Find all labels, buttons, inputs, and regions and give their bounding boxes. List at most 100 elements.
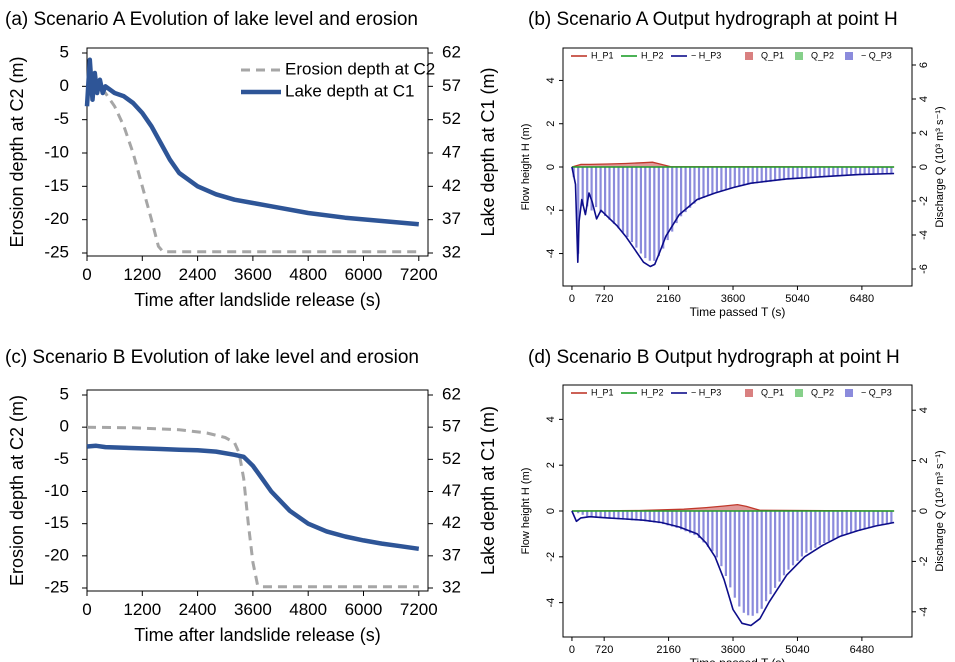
q-p3-bar [724,511,727,576]
q-p3-bar [621,167,625,233]
x-tick-label: 0 [569,644,575,656]
q-p3-bar [586,167,589,207]
y-tick-label-right: -4 [918,230,930,240]
q-p3-bar [841,167,844,176]
q-p3-bar [581,167,584,207]
q-p3-bar [621,511,625,520]
q-p3-bar [818,167,821,177]
y-tick-label-right: 4 [918,96,930,102]
x-tick-label: 0 [82,265,91,284]
y-tick-label-right: -2 [918,196,930,206]
x-tick-label: 3600 [234,600,272,619]
q-p3-bar [577,167,580,254]
q-p3-bar [841,511,844,536]
q-p3-bar [881,167,884,174]
q-p3-bar [881,511,884,525]
y-tick-label-left: -20 [44,209,69,228]
plot-frame [86,47,429,257]
q-p3-bar [693,511,696,536]
hydro-panel-3: (d) Scenario B Output hydrograph at poin… [520,347,946,662]
q-p3-bar [657,167,660,257]
q-p3-bar [733,167,736,188]
y-axis-label-left: Erosion depth at C2 (m) [7,395,27,586]
q-p3-bar [867,511,871,529]
q-p3-bar [590,167,593,211]
q-p3-bar [890,511,893,523]
legend-label: H_P2 [641,387,664,397]
y-tick-label-right: 6 [918,62,930,68]
q-p3-bar [630,511,633,521]
q-p3-bar [805,511,808,553]
y-tick-label-left: 5 [60,384,69,403]
q-p3-bar [823,511,826,543]
q-p3-bar [711,511,714,552]
q-p3-bar [711,167,714,194]
q-p3-bar [639,167,642,254]
q-p3-bar [854,167,857,175]
q-p3-bar [738,511,741,607]
y-axis-label-left: Erosion depth at C2 (m) [7,56,27,247]
x-tick-label: 1200 [123,600,161,619]
q-p3-bar [827,167,830,177]
q-p3-bar [747,167,750,185]
q-p3-bar [604,511,607,519]
q-p3-bar [809,511,812,551]
q-p3-bar [756,167,759,184]
q-p3-bar [814,167,817,177]
q-p3-bar [648,167,651,261]
q-p3-bar [751,167,754,184]
y-tick-label-right: 47 [442,142,461,161]
x-tick-label: 6000 [345,265,383,284]
q-p3-bar [885,511,888,524]
y-tick-label-left: -25 [44,577,69,596]
y-tick-label-right: 57 [442,76,461,95]
q-p3-bar [876,511,880,526]
q-p3-bar [644,167,647,259]
q-p3-bar [809,167,812,178]
q-p3-bar [684,167,687,213]
x-tick-label: 3600 [721,293,745,305]
legend-label: H_P1 [591,50,614,60]
q-p1-area [571,162,895,167]
y-tick-label-left: 0 [60,417,69,436]
q-p1-area [571,504,895,511]
q-p3-bar [836,167,839,176]
h-p1-line [571,161,895,168]
legend-label: − Q_P3 [861,387,892,397]
legend-swatch [845,389,853,397]
q-p3-bar [738,167,741,187]
y-tick-label-right: 57 [442,417,461,436]
q-p3-bar [756,511,759,614]
q-p3-bar [760,167,763,183]
q-p3-bar [747,511,750,616]
y-tick-label-right: 32 [442,242,461,261]
x-tick-label: 1200 [123,265,161,284]
y-tick-label-right: -6 [918,264,930,274]
q-p3-bar [850,167,853,175]
legend-label: Q_P1 [761,50,784,60]
x-tick-label: 6480 [850,293,874,305]
q-p3-bar [720,511,723,567]
q-p3-bar [653,511,656,523]
y-tick-label-right: 42 [442,176,461,195]
q-p3-bar [845,511,848,535]
q-p3-bar [818,511,821,546]
y-tick-label-left: 0 [545,508,557,514]
y-tick-label-left: -5 [54,449,69,468]
legend-swatch [795,52,803,60]
q-p3-bar [850,511,853,534]
q-p3-bar [680,511,683,530]
q-p3-bar [635,511,638,521]
x-tick-label: 7200 [400,600,438,619]
q-p3-bar [814,511,817,548]
x-axis-label: Time passed T (s) [690,305,786,319]
x-tick-label: 2400 [179,600,217,619]
q-p3-bar [774,167,777,182]
y-tick-label-right: 52 [442,109,461,128]
x-tick-label: 3600 [721,644,745,656]
y-tick-label-left: -2 [545,205,557,215]
y-tick-label-right: 52 [442,449,461,468]
q-p3-bar [662,511,665,525]
q-p3-bar [675,167,678,224]
